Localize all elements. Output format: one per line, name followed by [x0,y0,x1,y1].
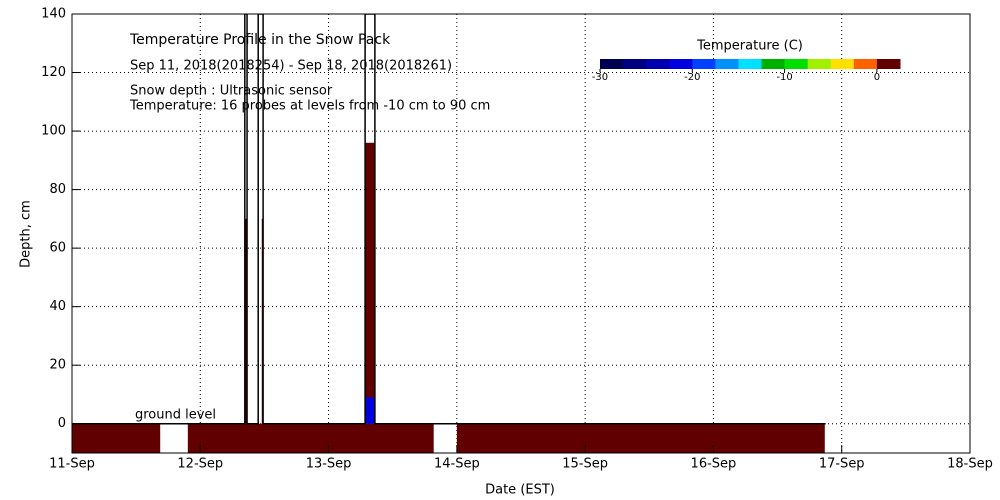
colorbar-swatch [784,59,809,69]
y-tick-label: 100 [41,124,66,139]
y-tick-label: 140 [41,7,66,22]
x-tick-label: 17-Sep [819,457,865,472]
note: Temperature: 16 probes at levels from -1… [129,99,490,114]
temperature-cell [72,423,161,453]
x-tick-label: 18-Sep [947,457,993,472]
colorbar-swatch [761,59,786,69]
colorbar-swatch [876,59,901,69]
chart-subtitle: Sep 11, 2018(2018254) - Sep 18, 2018(201… [130,59,452,74]
plot-layer [72,14,970,453]
colorbar-swatch [600,59,624,69]
temperature-cell [261,218,263,424]
plot-frame [71,13,971,454]
y-tick-label: 40 [49,299,66,314]
colorbar-tick-label: -30 [592,72,608,83]
temperature-cell [456,423,825,453]
colorbar-swatch [738,59,763,69]
y-tick-label: 20 [49,358,66,373]
y-tick-label: 0 [58,416,66,431]
y-tick-label: 120 [41,65,66,80]
note: Snow depth : Ultrasonic sensor [130,84,333,99]
x-tick-label: 14-Sep [434,457,480,472]
x-tick-label: 15-Sep [562,457,608,472]
colorbar-tick-label: -20 [684,72,700,83]
colorbar-swatch [807,59,832,69]
annotation: ground level [135,408,216,423]
x-axis-label: Date (EST) [485,483,555,498]
colorbar-swatch [646,59,670,69]
colorbar-title: Temperature (C) [696,39,803,54]
temperature-cell [365,142,375,424]
colorbar-swatch [623,59,647,69]
colorbar-swatch [669,59,693,69]
colorbar-swatch [692,59,716,69]
colorbar-swatch [715,59,739,69]
x-tick-label: 11-Sep [49,457,95,472]
x-tick-label: 16-Sep [691,457,737,472]
colorbar-tick-label: -10 [776,72,792,83]
temperature-cell [365,397,375,424]
colorbar-swatch [853,59,878,69]
chart-title: Temperature Profile in the Snow Pack [129,32,391,48]
y-tick-label: 80 [49,182,66,197]
colorbar-swatch [830,59,855,69]
x-tick-label: 12-Sep [177,457,223,472]
y-tick-label: 60 [49,241,66,256]
x-tick-label: 13-Sep [306,457,352,472]
temperature-cell [245,218,247,424]
temperature-cell [187,423,434,453]
y-axis-label: Depth, cm [19,200,34,268]
colorbar-tick-label: 0 [874,72,880,83]
snow-depth-line [72,14,826,425]
